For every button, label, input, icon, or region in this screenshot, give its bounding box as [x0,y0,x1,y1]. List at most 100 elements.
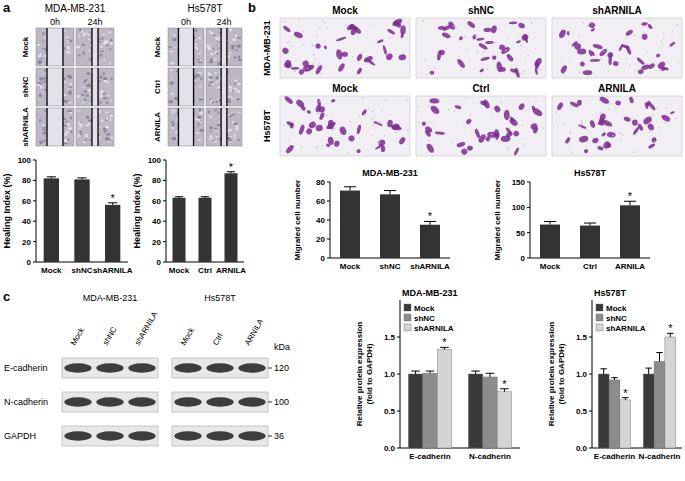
cell-stain [670,111,675,115]
pore [454,110,456,112]
cell-stain [636,57,645,66]
legend-label: Mock [414,304,435,313]
bar-chart: 0.00.51.01.5Relative protein expression(… [547,288,682,461]
cell-texture [84,98,87,101]
cell-texture [68,110,72,113]
pore [352,56,354,58]
cell-stain [625,45,632,55]
bar [609,380,620,448]
cell-stain [641,64,651,71]
cell-texture [108,31,111,34]
cell-stain [558,28,567,39]
pore [498,141,500,143]
row-label: Mock [21,36,30,57]
pore [654,141,656,143]
cell-texture [67,138,69,141]
y-tick-label: 40 [152,217,161,226]
transwell-image [280,95,410,156]
y-tick-label: 20 [316,235,325,244]
y-axis-label: Healing Index (%) [2,173,12,248]
lane-label: Mock [179,325,197,347]
cell-texture [215,76,219,80]
cell-texture [200,97,203,101]
pore [497,129,499,131]
cell-stain [318,106,326,114]
pore [516,121,518,123]
y-axis-label: (fold to GAPDH) [365,343,374,404]
column-label: shNC [468,5,494,16]
cell-texture [195,38,197,40]
pore [307,68,309,70]
pore [370,46,372,48]
cell-stain [398,136,407,145]
cell-stain [601,131,607,137]
bar [340,191,360,258]
cell-texture [102,37,104,40]
cell-texture [212,48,214,50]
pore [437,99,439,101]
pore [363,129,365,131]
cell-stain [612,60,619,66]
cell-stain [315,124,324,132]
pore [381,110,383,112]
cell-stain [641,22,648,26]
cell-texture [210,58,213,61]
cell-texture [198,74,200,78]
pore [429,121,431,123]
y-tick [527,182,530,183]
pore [465,98,467,100]
cell-texture [89,83,91,85]
cell-texture [234,56,237,59]
wound-image [76,28,114,66]
y-tick [33,241,36,242]
pore [618,62,620,64]
cell-texture [66,131,69,134]
cell-texture [42,48,44,50]
cell-texture [66,46,70,49]
marks [173,172,238,262]
cell-texture [235,34,237,37]
cell-texture [105,126,109,129]
wound-image [206,28,242,66]
cell-texture [42,129,46,131]
cell-stain [514,67,521,78]
blot-band [238,431,265,441]
cell-texture [169,69,172,71]
cell-stain [504,110,510,121]
cell-texture [174,97,178,100]
pore [317,113,319,115]
cell-texture [67,123,70,126]
cell-texture [82,34,85,37]
legend-swatch [596,324,603,331]
pore [653,114,655,116]
cell-texture [210,53,215,55]
wound-edge [62,28,63,66]
y-tick-label: 40 [22,217,31,226]
lane-label: Mock [69,325,87,347]
cell-stain [421,121,427,127]
wound-image [206,68,242,106]
row-label: shARNILA [21,107,30,147]
cell-stain [589,120,596,129]
cell-stain [374,143,384,150]
y-axis-label: Migrated cell number [493,180,502,260]
error-bar [411,371,420,374]
pore [470,114,472,116]
cell-texture [89,57,91,60]
legend-label: Mock [606,304,627,313]
pore [570,133,572,135]
cell-stain [335,49,343,60]
cell-texture [231,112,234,114]
cell-texture [39,58,44,59]
cell-stain [351,25,362,35]
pore [407,129,409,131]
pore [458,64,460,66]
column-label: 24h [87,17,102,27]
cell-stain [637,123,644,132]
kda-dash [268,402,272,403]
y-tick-label: 80 [316,178,325,187]
cell-stain [477,133,487,144]
cell-texture [228,86,232,89]
cell-texture [37,44,41,46]
cell-stain [501,135,511,142]
